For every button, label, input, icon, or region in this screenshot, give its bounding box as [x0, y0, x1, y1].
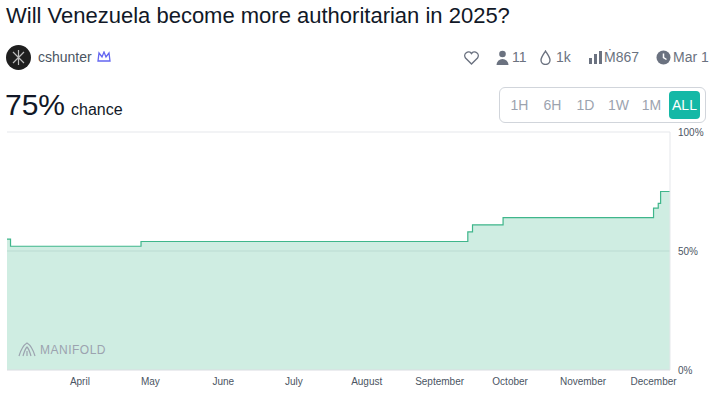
svg-text:May: May [141, 376, 160, 387]
svg-text:June: June [212, 376, 234, 387]
html-text:1M: 1M [641, 97, 662, 113]
html-text:Ṁ867: Ṁ867 [604, 49, 639, 65]
html-text:Mar 1: Mar 1 [673, 49, 709, 65]
html-text:Will Venezuela become more aut: Will Venezuela become more authoritarian… [6, 3, 510, 28]
svg-text:0%: 0% [678, 365, 693, 376]
html-text:11: 11 [512, 49, 527, 65]
html-text:75% chance: 75% chance [5, 88, 123, 121]
svg-text:50%: 50% [678, 246, 698, 257]
html-text:1H: 1H [510, 97, 529, 113]
svg-text:April: April [70, 376, 90, 387]
svg-text:100%: 100% [678, 127, 704, 138]
svg-text:July: July [285, 376, 303, 387]
svg-text:October: October [492, 376, 528, 387]
svg-text:September: September [415, 376, 465, 387]
html-text:1k: 1k [556, 49, 571, 65]
html-text:MANIFOLD: MANIFOLD [40, 343, 106, 357]
html-text:1W: 1W [608, 97, 629, 113]
svg-text:November: November [560, 376, 607, 387]
html-text:1D: 1D [576, 97, 595, 113]
html-text:cshunter: cshunter [38, 49, 92, 65]
svg-text:August: August [351, 376, 382, 387]
html-text:ALL: ALL [672, 97, 697, 113]
html-text:6H: 6H [543, 97, 562, 113]
svg-text:December: December [630, 376, 677, 387]
